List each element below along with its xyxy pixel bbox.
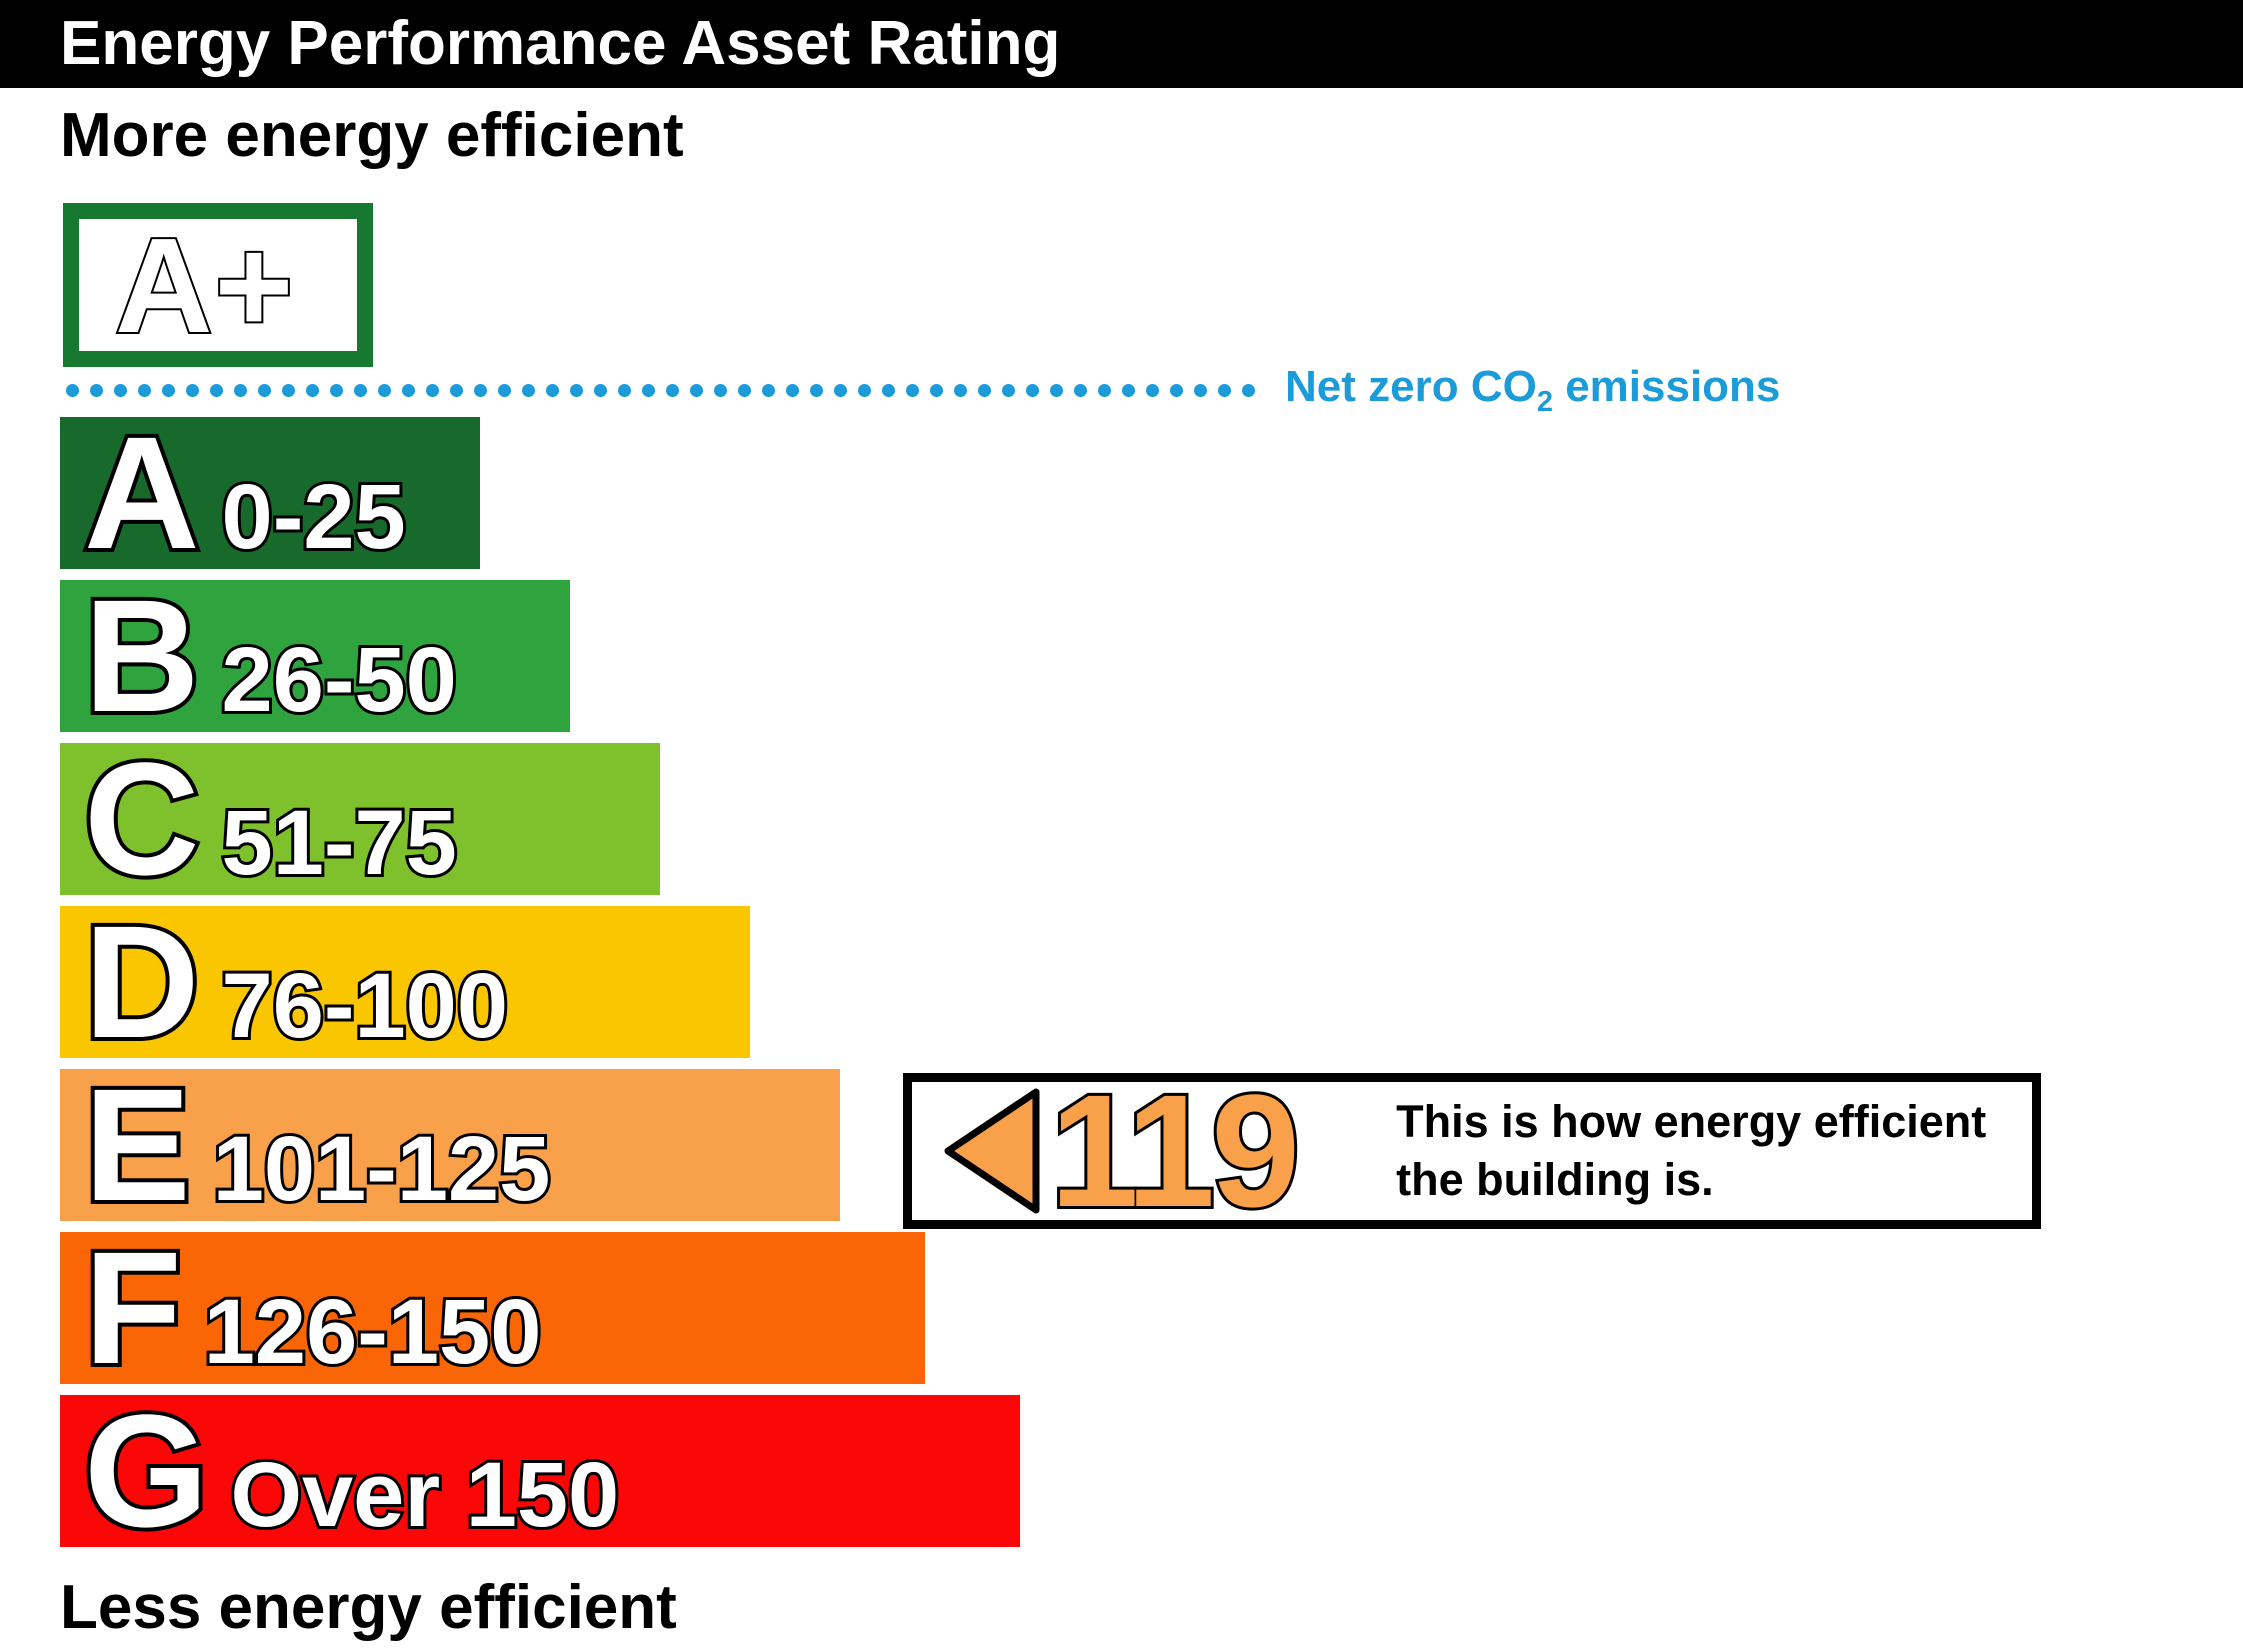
- band-row-a: A 0-25: [60, 409, 480, 577]
- netzero-dot: [306, 383, 319, 397]
- band-range: 26-50: [219, 626, 460, 734]
- band-letter-a-plus: A+: [113, 209, 296, 361]
- netzero-dot: [738, 383, 751, 397]
- netzero-dot: [402, 383, 415, 397]
- netzero-dot: [858, 383, 871, 397]
- netzero-dot: [258, 383, 271, 397]
- netzero-dot: [1146, 383, 1159, 397]
- netzero-dot: [210, 383, 223, 397]
- band-row-g: G Over 150: [60, 1387, 1020, 1555]
- netzero-dot: [570, 383, 583, 397]
- netzero-dot: [834, 383, 847, 397]
- band-range: Over 150: [227, 1441, 622, 1549]
- netzero-dot: [594, 383, 607, 397]
- netzero-dot: [234, 383, 247, 397]
- netzero-dot: [930, 383, 943, 397]
- netzero-dot: [186, 383, 199, 397]
- netzero-dot: [450, 383, 463, 397]
- header-bar: Energy Performance Asset Rating: [0, 0, 2243, 88]
- band-box-a-plus: A+: [63, 203, 373, 367]
- netzero-dot: [378, 383, 391, 397]
- band-letter: F: [80, 1218, 186, 1397]
- band-row-e: E 101-125: [60, 1061, 840, 1229]
- netzero-dot: [522, 383, 535, 397]
- netzero-dot: [1002, 383, 1015, 397]
- netzero-dot: [786, 383, 799, 397]
- netzero-dot: [642, 383, 655, 397]
- less-energy-efficient-label: Less energy efficient: [60, 1573, 677, 1642]
- page-title: Energy Performance Asset Rating: [60, 9, 1061, 78]
- band-letter: G: [80, 1381, 212, 1560]
- netzero-dot: [666, 383, 679, 397]
- netzero-dot: [954, 383, 967, 397]
- band-range: 51-75: [219, 789, 460, 897]
- band-row-c: C 51-75: [60, 735, 660, 903]
- netzero-dot: [498, 383, 511, 397]
- current-rating-indicator: 119 This is how energy efficient the bui…: [903, 1061, 2041, 1240]
- net-zero-text-prefix: Net zero CO: [1285, 361, 1537, 411]
- band-row-d: D 76-100: [60, 898, 750, 1066]
- netzero-dot: [66, 383, 79, 397]
- arrow-shape: [944, 1088, 1040, 1214]
- band-letter: D: [80, 892, 204, 1071]
- netzero-dot: [906, 383, 919, 397]
- band-range: 0-25: [219, 463, 409, 571]
- netzero-dot: [330, 383, 343, 397]
- netzero-dot: [882, 383, 895, 397]
- netzero-dot: [690, 383, 703, 397]
- band-range: 76-100: [219, 952, 511, 1060]
- netzero-dot: [1242, 383, 1255, 397]
- netzero-dot: [114, 383, 127, 397]
- netzero-dot: [1218, 383, 1231, 397]
- netzero-dot: [1098, 383, 1111, 397]
- netzero-dots: [66, 383, 1255, 397]
- netzero-dot: [762, 383, 775, 397]
- current-rating-value: 119: [1047, 1061, 1303, 1240]
- netzero-dot: [1050, 383, 1063, 397]
- netzero-dot: [90, 383, 103, 397]
- netzero-dot: [138, 383, 151, 397]
- band-range: 101-125: [210, 1115, 554, 1223]
- netzero-dot: [162, 383, 175, 397]
- band-range: 126-150: [201, 1278, 545, 1386]
- netzero-dot: [426, 383, 439, 397]
- netzero-dot: [282, 383, 295, 397]
- net-zero-text-suffix: emissions: [1552, 361, 1781, 411]
- netzero-dot: [1026, 383, 1039, 397]
- net-zero-line: Net zero CO2 emissions: [66, 362, 1780, 418]
- net-zero-emissions-label: Net zero CO2 emissions: [1285, 362, 1780, 419]
- netzero-dot: [714, 383, 727, 397]
- netzero-dot: [546, 383, 559, 397]
- band-letter: E: [80, 1055, 195, 1234]
- indicator-description-line1: This is how energy efficient: [1396, 1096, 1987, 1148]
- more-energy-efficient-label: More energy efficient: [60, 101, 684, 170]
- indicator-description: This is how energy efficient the buildin…: [1396, 1093, 1986, 1208]
- netzero-dot: [1122, 383, 1135, 397]
- net-zero-subscript: 2: [1536, 385, 1553, 418]
- netzero-dot: [810, 383, 823, 397]
- band-letter: B: [80, 566, 204, 745]
- left-arrow-icon: [944, 1088, 1040, 1214]
- netzero-dot: [1170, 383, 1183, 397]
- netzero-dot: [1074, 383, 1087, 397]
- netzero-dot: [474, 383, 487, 397]
- indicator-description-line2: the building is.: [1396, 1154, 1714, 1205]
- netzero-dot: [618, 383, 631, 397]
- netzero-dot: [978, 383, 991, 397]
- netzero-dot: [1194, 383, 1207, 397]
- band-letter: A: [80, 403, 204, 582]
- band-row-f: F 126-150: [60, 1224, 925, 1392]
- netzero-dot: [354, 383, 367, 397]
- band-letter: C: [80, 729, 204, 908]
- band-row-b: B 26-50: [60, 572, 570, 740]
